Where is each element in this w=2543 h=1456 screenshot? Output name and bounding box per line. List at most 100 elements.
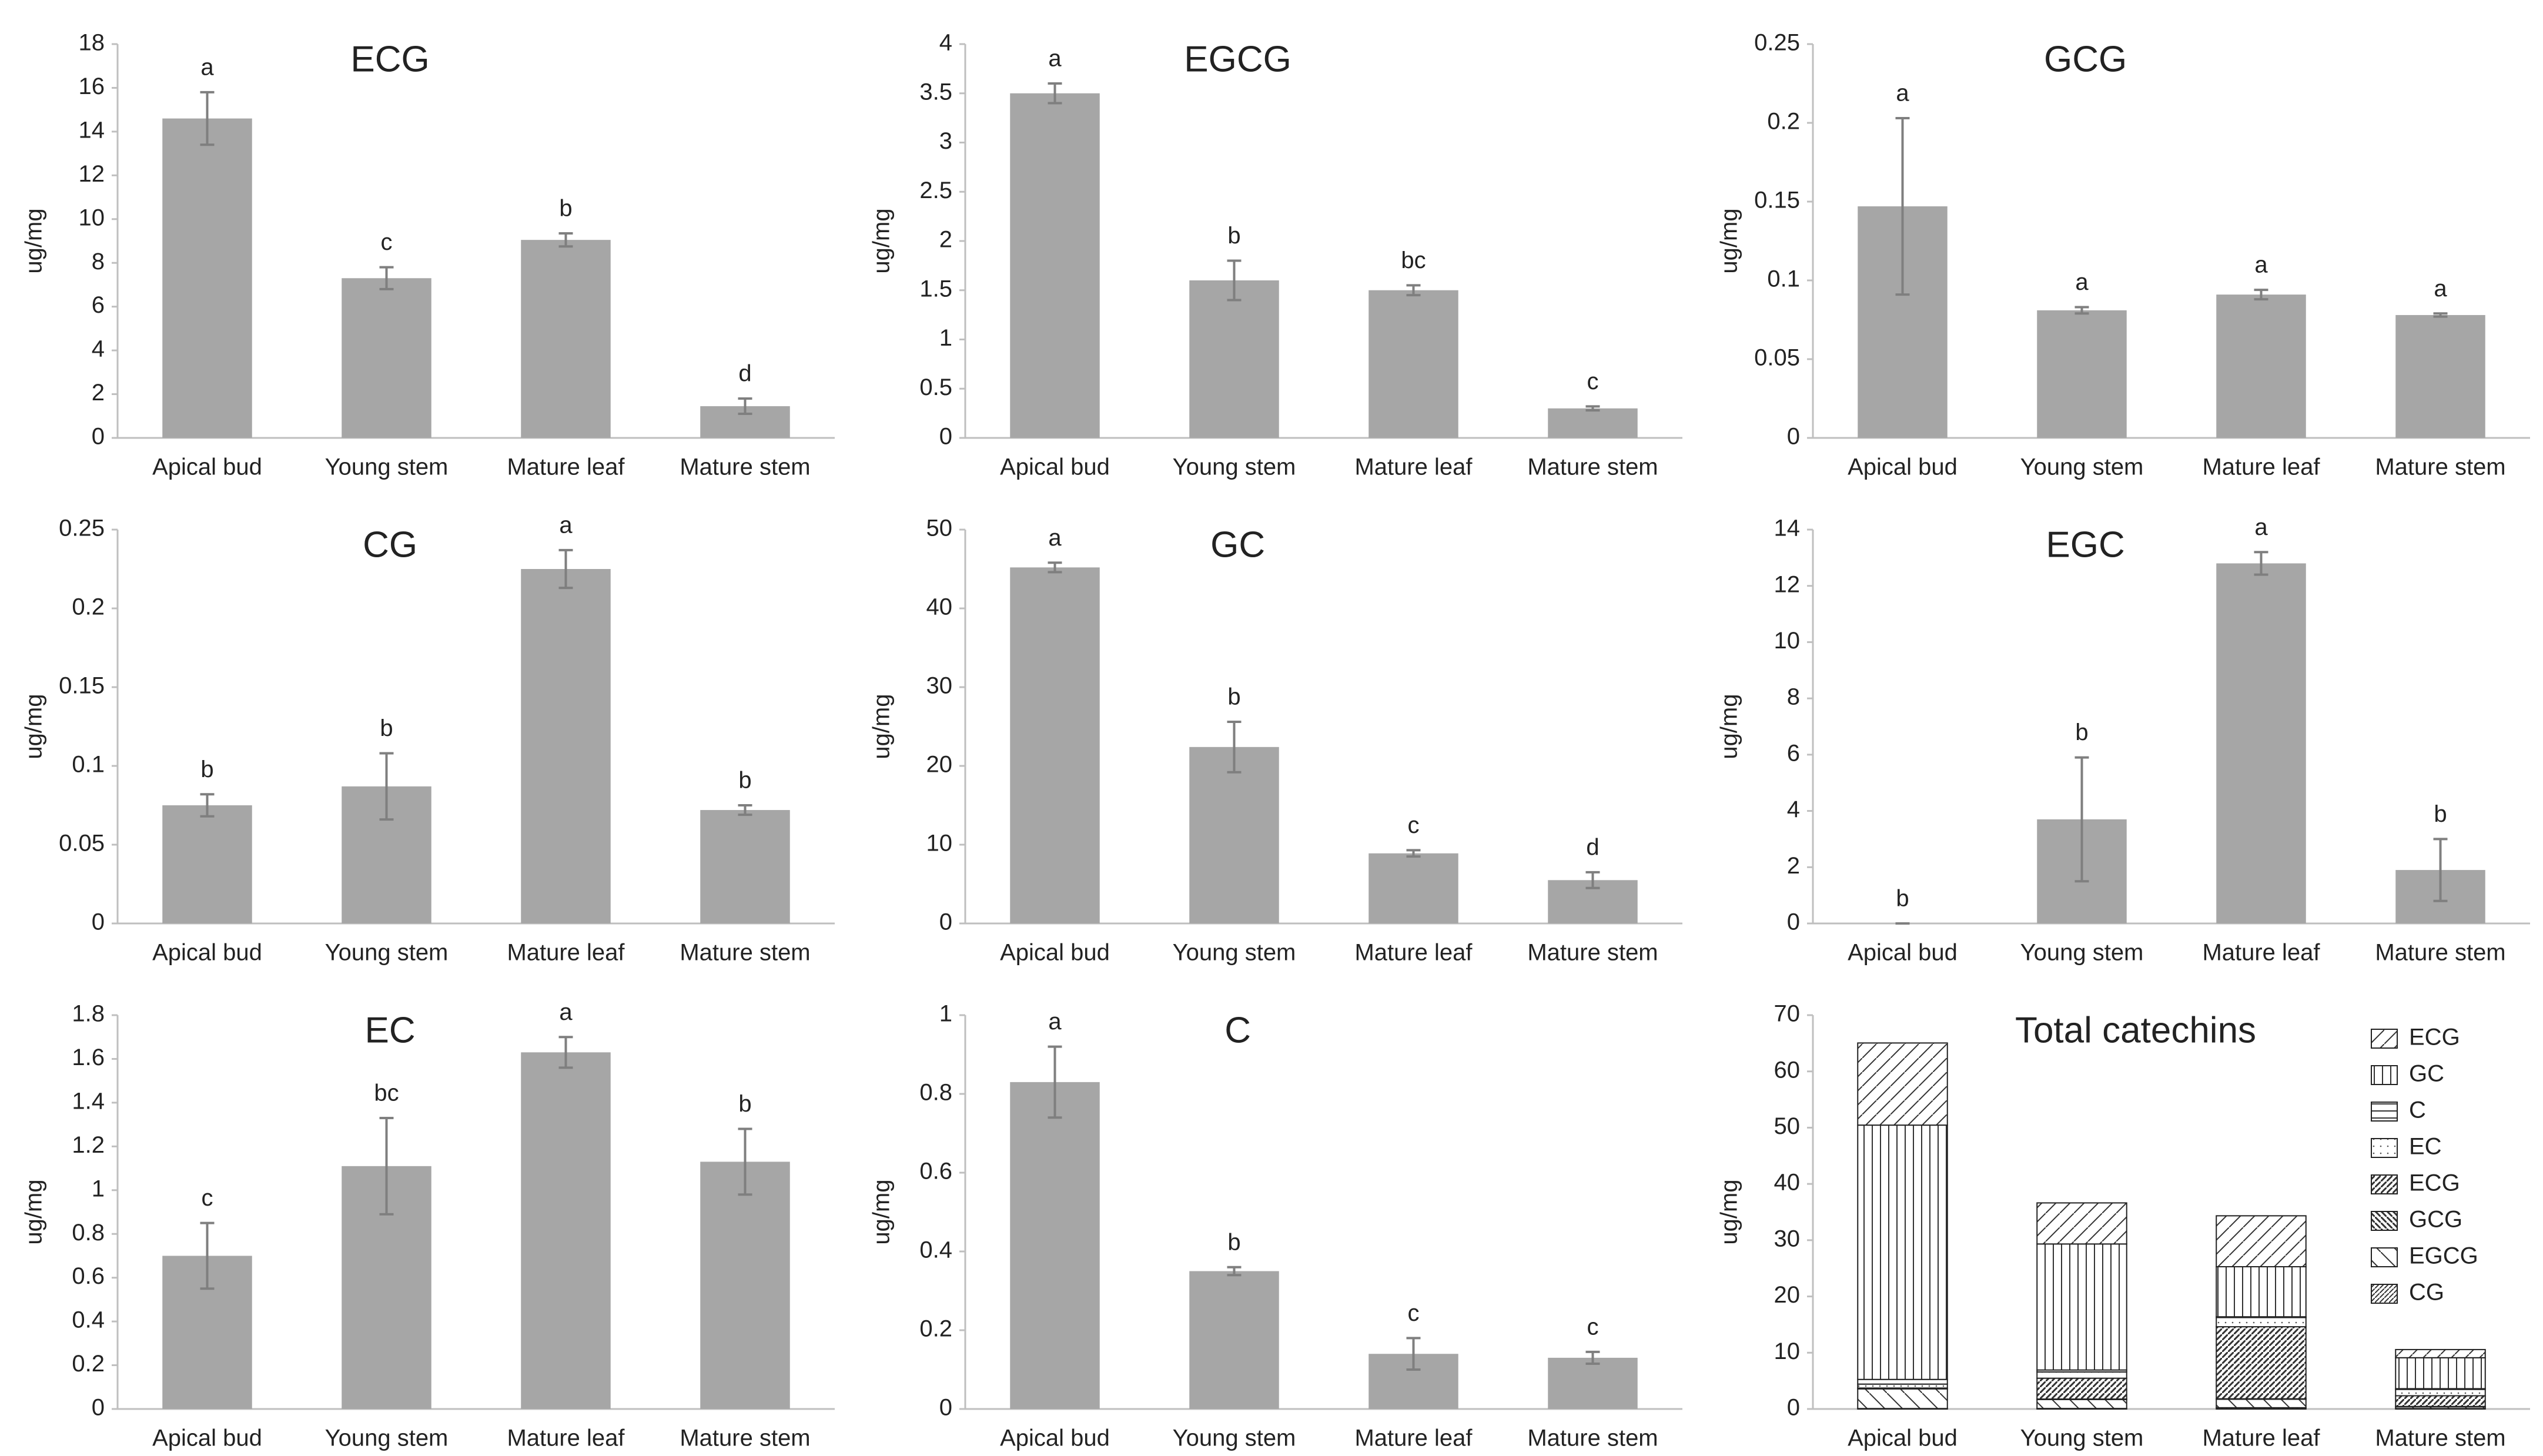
error-bar — [1227, 1266, 1242, 1277]
error-bar — [1895, 116, 1910, 296]
x-tick-label: Mature leaf — [2202, 1425, 2320, 1451]
y-tick-label: 20 — [926, 752, 953, 778]
bar-segment — [2216, 1398, 2307, 1408]
y-tick-label: 0 — [1787, 1395, 1800, 1421]
chart-title: C — [1224, 1010, 1251, 1050]
significance-label: a — [2254, 252, 2268, 278]
x-tick-label: Young stem — [325, 1425, 449, 1451]
error-bar — [2254, 551, 2268, 576]
y-tick-label: 0.4 — [919, 1237, 952, 1263]
y-axis-label: ug/mg — [21, 208, 47, 273]
chart-title: EGC — [2046, 524, 2124, 565]
error-bar — [1585, 871, 1600, 889]
bar-segment — [1857, 1388, 1948, 1410]
bar — [2395, 314, 2485, 438]
y-tick-label: 0 — [939, 424, 952, 450]
bar — [1368, 853, 1458, 923]
chart-title: EGCG — [1184, 39, 1291, 79]
x-tick-label: Mature stem — [2375, 940, 2505, 966]
error-bar — [558, 548, 573, 590]
bar-segment — [2216, 1326, 2307, 1400]
bar — [2216, 294, 2306, 438]
y-tick-label: 50 — [926, 516, 953, 541]
bar-segment — [1857, 1124, 1948, 1380]
bar — [1368, 290, 1458, 438]
significance-label: a — [1048, 46, 1062, 72]
y-tick-label: 8 — [92, 249, 105, 275]
chart-title: ECG — [350, 39, 429, 79]
y-tick-label: 0.2 — [919, 1316, 952, 1342]
legend-swatch — [2371, 1029, 2398, 1049]
x-tick-label: Apical bud — [1848, 454, 1958, 480]
error-bar — [2254, 289, 2268, 301]
legend-label: GCG — [2409, 1207, 2462, 1233]
significance-label: a — [2075, 269, 2089, 295]
legend-label: EGCG — [2409, 1243, 2478, 1269]
bar — [162, 118, 252, 439]
y-tick-label: 0.8 — [72, 1220, 105, 1246]
x-tick-label: Apical bud — [152, 454, 262, 480]
significance-label: a — [559, 999, 573, 1025]
x-tick-label: Mature stem — [2375, 1425, 2505, 1451]
chart-title: CG — [363, 524, 417, 565]
significance-label: c — [1587, 369, 1599, 394]
error-bar — [1048, 1045, 1062, 1119]
error-bar — [738, 804, 752, 816]
error-bar — [1406, 284, 1421, 297]
significance-label: c — [381, 229, 393, 255]
error-bar — [2433, 838, 2448, 902]
y-axis-label: ug/mg — [21, 1179, 47, 1244]
bar — [521, 240, 611, 438]
y-axis-label: ug/mg — [1716, 208, 1742, 273]
error-bar — [1227, 720, 1242, 774]
y-tick-label: 1.8 — [72, 1001, 105, 1027]
bar — [1010, 1082, 1100, 1409]
y-tick-label: 30 — [926, 673, 953, 699]
y-axis-label: ug/mg — [1716, 694, 1742, 759]
significance-label: b — [1227, 1229, 1240, 1255]
y-tick-label: 0.2 — [72, 1351, 105, 1377]
error-bar — [738, 397, 752, 416]
y-tick-label: 10 — [79, 205, 105, 230]
y-tick-label: 16 — [79, 73, 105, 99]
legend-label: GC — [2409, 1061, 2444, 1087]
significance-label: a — [200, 54, 214, 80]
error-bar — [379, 266, 394, 290]
significance-label: b — [380, 715, 393, 741]
y-tick-label: 30 — [1774, 1226, 1801, 1251]
x-tick-label: Mature leaf — [1354, 940, 1473, 966]
y-tick-label: 3 — [939, 128, 952, 154]
significance-label: b — [1227, 684, 1240, 710]
bar-segment — [2036, 1398, 2127, 1410]
bar — [521, 1052, 611, 1409]
y-tick-label: 8 — [1787, 684, 1800, 710]
y-tick-label: 0.4 — [72, 1307, 105, 1333]
y-tick-label: 10 — [926, 831, 953, 856]
bar — [1010, 93, 1100, 438]
x-tick-label: Apical bud — [1848, 1425, 1958, 1451]
x-tick-label: Mature leaf — [1354, 1425, 1473, 1451]
x-tick-label: Mature stem — [2375, 454, 2505, 480]
significance-label: b — [738, 768, 751, 794]
bar — [1189, 747, 1279, 923]
y-tick-label: 0 — [939, 909, 952, 935]
x-tick-label: Mature leaf — [507, 940, 625, 966]
bar-segment — [2216, 1266, 2307, 1318]
legend-swatch — [2371, 1211, 2398, 1231]
error-bar — [558, 1036, 573, 1069]
x-tick-label: Young stem — [325, 940, 449, 966]
y-tick-label: 0 — [939, 1395, 952, 1421]
y-tick-label: 50 — [1774, 1113, 1801, 1139]
y-tick-label: 3.5 — [919, 79, 952, 105]
significance-label: d — [738, 361, 751, 387]
bar — [342, 278, 431, 438]
bar-segment — [2036, 1371, 2127, 1379]
legend-swatch — [2371, 1065, 2398, 1085]
bar-segment — [2395, 1388, 2486, 1397]
x-tick-label: Apical bud — [152, 1425, 262, 1451]
significance-label: bc — [374, 1080, 399, 1106]
y-tick-label: 20 — [1774, 1282, 1801, 1308]
x-tick-label: Mature leaf — [2202, 454, 2320, 480]
y-tick-label: 1.6 — [72, 1045, 105, 1070]
